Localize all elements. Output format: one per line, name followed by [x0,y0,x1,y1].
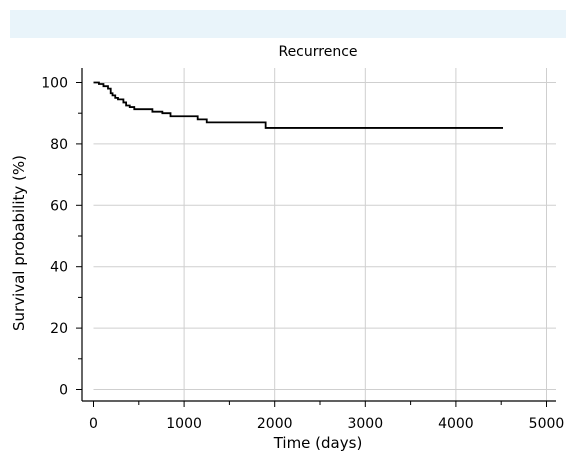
y-tick-label: 0 [59,383,68,399]
x-tick-label: 4000 [438,416,474,432]
y-tick-labels: 0 20 40 60 80 100 [41,76,68,399]
top-banner [10,10,566,38]
y-tick-label: 80 [50,137,68,153]
x-tick-label: 1000 [166,416,202,432]
x-tick-label: 3000 [347,416,383,432]
y-tick-label: 100 [41,76,68,92]
x-tick-label: 5000 [529,416,565,432]
x-axis-label: Time (days) [273,434,363,452]
y-axis-label: Survival probability (%) [10,155,28,331]
axes [81,68,556,402]
chart-title: Recurrence [278,44,357,60]
grid-lines [93,68,556,401]
y-tick-label: 20 [50,321,68,337]
y-tick-label: 60 [50,198,68,214]
tick-marks [76,82,547,407]
series-layer [93,81,504,129]
survival-step-line [93,81,504,129]
x-tick-label: 2000 [257,416,293,432]
x-tick-label: 0 [89,416,98,432]
y-tick-label: 40 [50,260,68,276]
x-tick-labels: 0 1000 2000 3000 4000 5000 [89,416,564,432]
